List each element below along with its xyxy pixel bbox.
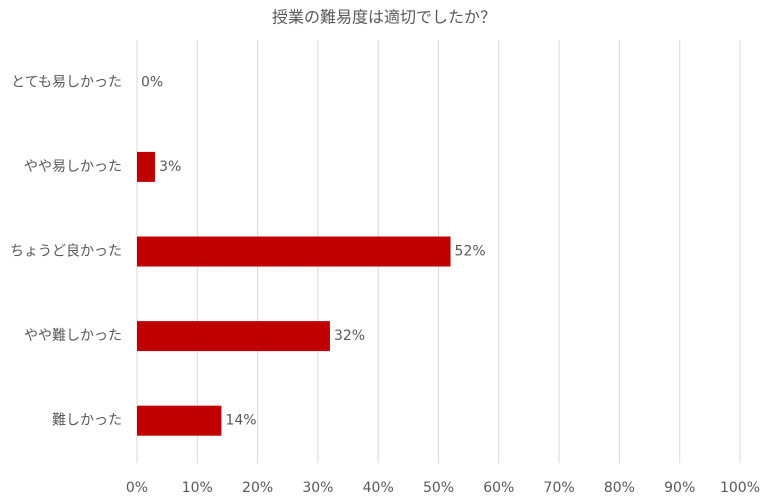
x-tick-label: 50% xyxy=(423,480,454,496)
x-tick-label: 100% xyxy=(720,480,760,496)
y-tick-label: ちょうど良かった xyxy=(10,244,122,260)
data-label: 14% xyxy=(225,413,256,429)
data-label: 0% xyxy=(141,74,163,90)
x-tick-label: 20% xyxy=(242,480,273,496)
y-tick-label: やや易しかった xyxy=(24,159,122,175)
y-tick-label: とても易しかった xyxy=(11,74,122,90)
x-tick-label: 40% xyxy=(363,480,394,496)
x-tick-label: 60% xyxy=(483,480,514,496)
x-tick-label: 10% xyxy=(182,480,213,496)
data-label: 32% xyxy=(334,328,365,344)
x-tick-label: 0% xyxy=(126,480,148,496)
x-tick-label: 80% xyxy=(604,480,635,496)
data-label: 3% xyxy=(159,159,181,175)
data-label: 52% xyxy=(455,244,486,260)
bar xyxy=(137,151,156,182)
y-tick-label: やや難しかった xyxy=(24,328,122,344)
x-tick-label: 30% xyxy=(302,480,333,496)
bar xyxy=(137,321,330,352)
x-tick-label: 70% xyxy=(544,480,575,496)
bar xyxy=(137,236,451,267)
chart-title: 授業の難易度は適切でしたか？ xyxy=(272,8,496,27)
x-tick-label: 90% xyxy=(664,480,695,496)
y-tick-label: 難しかった xyxy=(52,413,122,429)
bar xyxy=(137,405,222,436)
